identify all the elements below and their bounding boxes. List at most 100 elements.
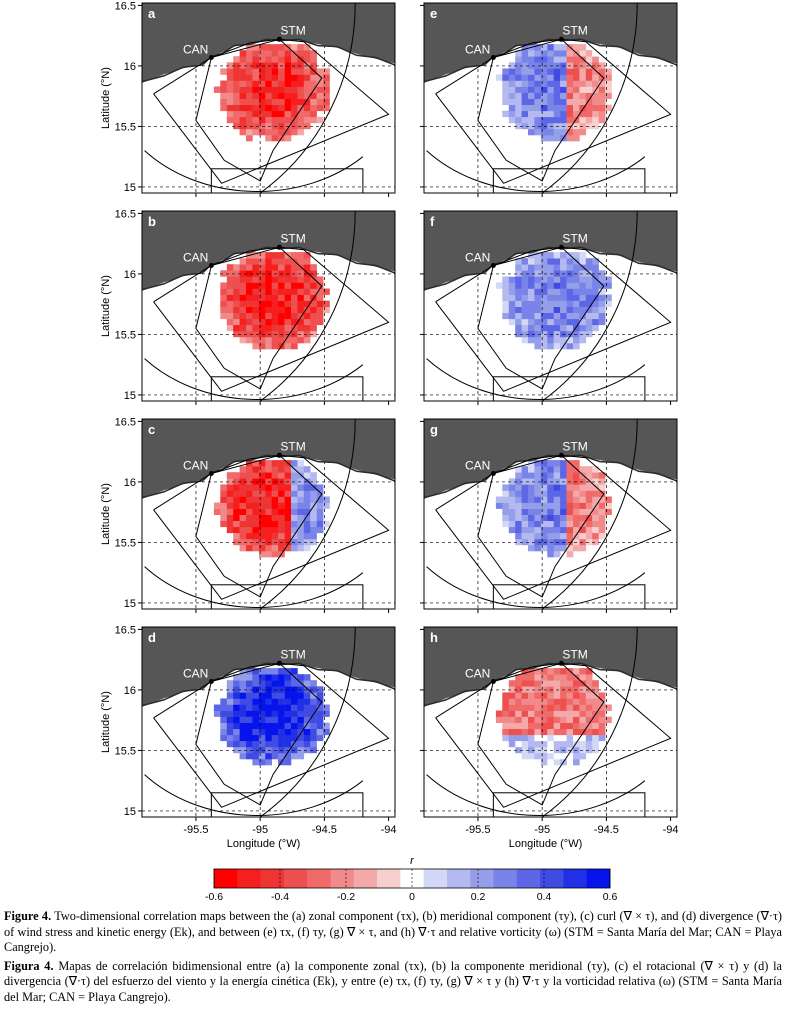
correlation-cell: [547, 276, 554, 283]
correlation-cell: [560, 692, 567, 699]
correlation-cell: [585, 270, 593, 277]
can-label: CAN: [183, 666, 208, 680]
correlation-cell: [310, 104, 317, 112]
correlation-cell: [502, 728, 509, 736]
correlation-cell: [278, 514, 285, 521]
correlation-cell: [553, 758, 561, 766]
correlation-cell: [323, 502, 330, 509]
x-tick-label: -95: [252, 824, 268, 836]
correlation-cell: [547, 252, 554, 259]
correlation-cell: [560, 478, 567, 485]
correlation-cell: [213, 710, 221, 717]
correlation-cell: [521, 44, 529, 51]
correlation-cell: [278, 56, 285, 63]
correlation-cell: [271, 342, 279, 350]
x-tick-label: -95.5: [183, 824, 208, 836]
correlation-cell: [540, 704, 548, 711]
correlation-cell: [284, 300, 292, 307]
correlation-cell: [579, 668, 587, 675]
correlation-cell: [515, 50, 522, 57]
correlation-cell: [573, 62, 580, 69]
correlation-cell: [271, 704, 279, 711]
correlation-cell: [278, 746, 285, 754]
correlation-cell: [547, 710, 554, 717]
correlation-cell: [239, 514, 247, 521]
correlation-cell: [297, 110, 305, 118]
correlation-cell: [547, 692, 554, 699]
correlation-cell: [579, 740, 587, 748]
correlation-cell: [278, 680, 285, 687]
correlation-cell: [246, 704, 253, 711]
correlation-cell: [297, 74, 305, 81]
correlation-cell: [226, 92, 234, 99]
correlation-cell: [291, 538, 298, 546]
correlation-cell: [534, 56, 542, 63]
y-tick-label: 16: [124, 61, 136, 73]
correlation-cell: [291, 496, 298, 503]
correlation-cell: [540, 324, 548, 332]
correlation-cell: [592, 264, 599, 271]
correlation-cell: [265, 44, 272, 51]
correlation-cell: [291, 300, 298, 307]
correlation-cell: [246, 288, 253, 295]
correlation-cell: [239, 264, 247, 271]
correlation-cell: [284, 734, 292, 742]
correlation-cell: [258, 110, 266, 118]
correlation-cell: [605, 502, 612, 509]
correlation-cell: [291, 44, 298, 51]
correlation-cell: [515, 276, 522, 283]
correlation-cell: [291, 704, 298, 711]
correlation-cell: [297, 80, 305, 87]
correlation-cell: [585, 728, 593, 736]
correlation-cell: [598, 532, 606, 540]
correlation-cell: [528, 62, 535, 69]
correlation-cell: [252, 330, 260, 338]
radius-arc: [541, 211, 638, 401]
correlation-cell: [265, 342, 272, 350]
correlation-cell: [592, 116, 599, 124]
correlation-cell: [540, 288, 548, 295]
correlation-cell: [310, 288, 317, 295]
y-tick-label: 16: [124, 269, 136, 281]
correlation-cell: [246, 134, 253, 142]
correlation-cell: [566, 734, 574, 742]
correlation-cell: [291, 252, 298, 259]
correlation-cell: [560, 502, 567, 509]
correlation-cell: [585, 56, 593, 63]
correlation-cell: [573, 128, 580, 136]
correlation-cell: [246, 526, 253, 534]
correlation-cell: [297, 520, 305, 528]
correlation-cell: [598, 86, 606, 93]
y-tick-label: 15: [124, 806, 136, 818]
panel-label: g: [430, 422, 438, 437]
x-tick-label: -94.5: [594, 824, 619, 836]
correlation-cell: [239, 668, 247, 675]
correlation-cell: [547, 98, 554, 105]
correlation-cell: [271, 680, 279, 687]
correlation-cell: [547, 68, 554, 75]
correlation-cell: [515, 288, 522, 295]
correlation-cell: [540, 526, 548, 534]
correlation-cell: [239, 128, 247, 136]
correlation-cell: [258, 324, 266, 332]
correlation-cell: [303, 336, 311, 344]
correlation-cell: [271, 502, 279, 509]
correlation-cell: [310, 92, 317, 99]
correlation-cell: [534, 258, 542, 265]
x-tick-label: -94: [663, 824, 679, 836]
correlation-cell: [310, 56, 317, 63]
correlation-cell: [239, 104, 247, 112]
correlation-cell: [303, 312, 311, 320]
correlation-cell: [521, 692, 529, 699]
correlation-cell: [271, 306, 279, 313]
correlation-cell: [560, 44, 567, 51]
correlation-cell: [323, 74, 330, 81]
stm-label: STM: [562, 439, 587, 453]
correlation-cell: [226, 86, 234, 93]
correlation-cell: [258, 472, 266, 479]
y-tick-label: 15: [124, 182, 136, 194]
correlation-cell: [566, 704, 574, 711]
correlation-cell: [258, 92, 266, 99]
correlation-cell: [226, 116, 234, 124]
correlation-cell: [515, 746, 522, 754]
